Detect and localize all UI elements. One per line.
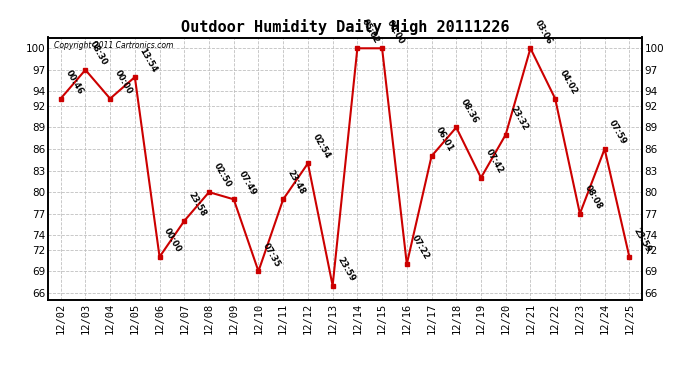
Text: 00:00: 00:00 xyxy=(113,69,134,96)
Text: 23:59: 23:59 xyxy=(335,255,357,283)
Text: 07:22: 07:22 xyxy=(410,234,431,261)
Text: 06:01: 06:01 xyxy=(434,126,455,153)
Text: 07:49: 07:49 xyxy=(237,169,257,196)
Text: 13:54: 13:54 xyxy=(137,46,159,74)
Text: Copyright 2011 Cartronics.com: Copyright 2011 Cartronics.com xyxy=(55,42,174,51)
Text: 02:54: 02:54 xyxy=(310,133,332,160)
Text: 07:42: 07:42 xyxy=(484,147,505,175)
Text: 00:46: 00:46 xyxy=(63,68,85,96)
Text: 00:00: 00:00 xyxy=(162,227,184,254)
Text: 23:59: 23:59 xyxy=(632,226,653,254)
Text: 05:02: 05:02 xyxy=(360,18,382,45)
Text: 07:59: 07:59 xyxy=(607,119,629,146)
Text: 03:06: 03:06 xyxy=(533,18,554,45)
Text: 04:02: 04:02 xyxy=(558,68,579,96)
Text: 23:58: 23:58 xyxy=(187,190,208,218)
Text: 23:48: 23:48 xyxy=(286,169,307,196)
Text: 02:50: 02:50 xyxy=(212,162,233,189)
Title: Outdoor Humidity Daily High 20111226: Outdoor Humidity Daily High 20111226 xyxy=(181,19,509,35)
Text: 08:36: 08:36 xyxy=(459,97,480,124)
Text: 08:08: 08:08 xyxy=(582,184,604,211)
Text: 08:30: 08:30 xyxy=(88,40,109,67)
Text: 00:00: 00:00 xyxy=(385,18,406,45)
Text: 07:35: 07:35 xyxy=(262,241,282,268)
Text: 23:32: 23:32 xyxy=(509,104,530,132)
